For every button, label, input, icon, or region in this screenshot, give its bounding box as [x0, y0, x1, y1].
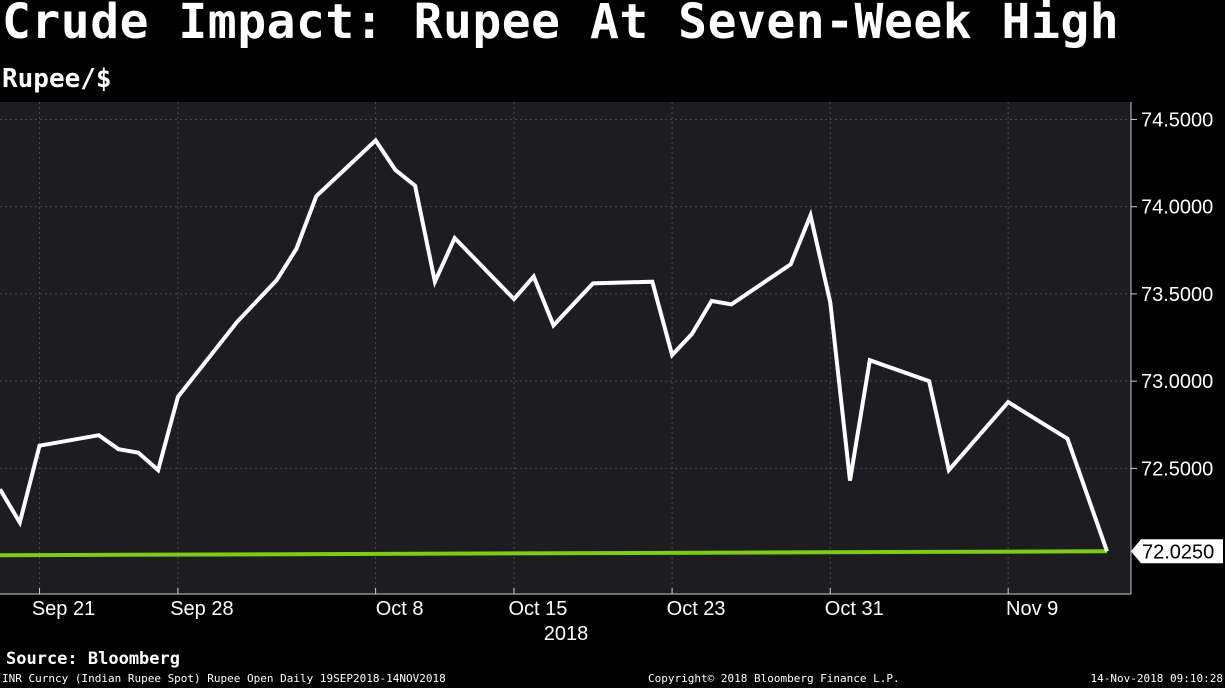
y-axis-ticks: 74.5000 74.0000 73.5000 73.0000 72.5000 [1131, 109, 1213, 480]
last-value-box [1131, 539, 1223, 564]
x-tick-label: Sep 21 [32, 598, 95, 620]
x-tick-label: Oct 23 [667, 598, 726, 620]
footer-timestamp: 14-Nov-2018 09:10:28 [1090, 672, 1223, 685]
x-tick-label: Oct 8 [376, 598, 424, 620]
x-tick-label: Oct 31 [825, 598, 884, 620]
series-line-rupee [0, 137, 1109, 552]
y-tick-label: 73.0000 [1141, 371, 1213, 393]
plot-area [0, 102, 1131, 594]
y-tick-label: 72.5000 [1141, 458, 1213, 480]
source-note: Source: Bloomberg [6, 649, 180, 669]
y-tick-label: 74.0000 [1141, 197, 1213, 219]
chart-title: Crude Impact: Rupee At Seven-Week High [2, 0, 1120, 50]
footer-copyright: Copyright© 2018 Bloomberg Finance L.P. [648, 672, 900, 685]
x-tick-label: Oct 15 [509, 598, 568, 620]
y-tick-label: 74.5000 [1141, 109, 1213, 131]
reference-line [0, 549, 1108, 558]
x-axis-ticks: Sep 21 Sep 28 Oct 8 Oct 15 Oct 23 Oct 31 Nov 9 [0, 588, 1131, 620]
x-tick-label: Nov 9 [1006, 598, 1058, 620]
x-tick-label: Sep 28 [170, 598, 233, 620]
y-tick-label: 73.5000 [1141, 284, 1213, 306]
gridlines [0, 102, 1131, 594]
footer-ticker-info: INR Curncy (Indian Rupee Spot) Rupee Ope… [2, 672, 446, 685]
x-axis-year-label: 2018 [544, 623, 589, 645]
last-value-marker: 72.0250 [1131, 539, 1223, 564]
chart-subtitle: Rupee/$ [2, 64, 112, 94]
last-value-label: 72.0250 [1142, 541, 1214, 563]
